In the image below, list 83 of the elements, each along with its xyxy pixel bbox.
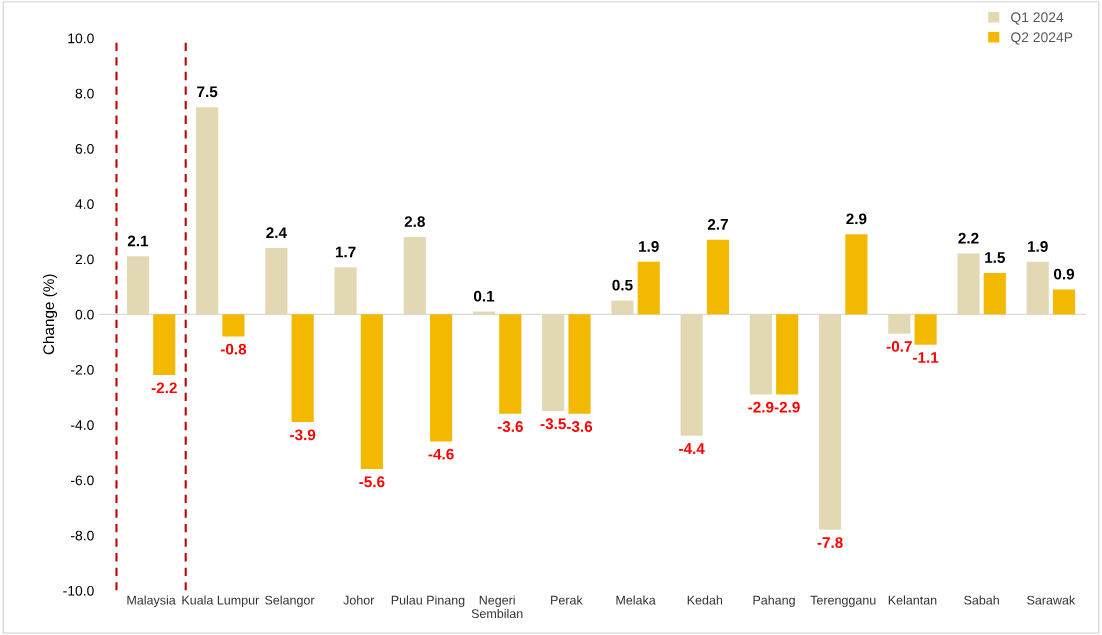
data-label: 7.5 <box>197 86 218 98</box>
x-tick-label: Sarawak <box>1027 595 1076 605</box>
y-tick-label: -10.0 <box>63 585 94 596</box>
bar <box>1026 261 1049 315</box>
data-label: -3.9 <box>290 429 316 441</box>
data-label: -3.5 <box>540 418 566 430</box>
data-label: 2.9 <box>846 213 867 225</box>
bar <box>611 300 634 315</box>
x-tick-label: Melaka <box>616 595 656 605</box>
bar <box>568 314 591 414</box>
bar <box>499 314 522 414</box>
bar <box>126 256 150 315</box>
x-tick-label: Malaysia <box>127 595 176 608</box>
bar <box>776 314 799 395</box>
data-label: -3.6 <box>497 421 523 432</box>
x-tick-label: Negeri Sembilan <box>471 595 523 619</box>
data-label: -2.9 <box>774 401 800 413</box>
bar <box>706 239 730 315</box>
bar <box>360 314 383 470</box>
data-label: -0.8 <box>220 343 247 355</box>
bar <box>222 314 245 337</box>
legend-label: Q2 2024P <box>1011 32 1073 45</box>
y-tick-label: 10.0 <box>68 33 94 44</box>
y-tick-label: 8.0 <box>75 88 94 99</box>
bar <box>403 236 426 315</box>
bar <box>914 314 937 345</box>
data-label: -2.2 <box>151 382 177 394</box>
bar <box>1052 289 1076 315</box>
bar <box>680 314 703 436</box>
data-label: 2.1 <box>127 235 149 247</box>
bar <box>265 248 288 315</box>
x-tick-label: Sabah <box>964 595 999 605</box>
x-tick-label: Johor <box>343 595 375 605</box>
y-tick-label: -4.0 <box>71 420 94 430</box>
x-tick-label: Pulau Pinang <box>391 595 465 608</box>
data-label: 0.1 <box>473 290 495 302</box>
data-label: -0.7 <box>886 341 912 352</box>
x-tick-label: Kuala Lumpur <box>182 595 260 608</box>
y-tick-label: 6.0 <box>75 143 94 154</box>
data-label: 2.7 <box>707 218 728 230</box>
data-label: -4.6 <box>428 448 454 460</box>
y-tick-label: 0.0 <box>75 309 94 320</box>
data-label: 2.4 <box>266 227 287 238</box>
bar <box>291 314 314 423</box>
data-label: 0.5 <box>612 279 633 291</box>
bar <box>153 314 176 376</box>
data-label: -5.6 <box>359 476 385 488</box>
y-tick-label: -8.0 <box>71 530 94 541</box>
legend-label: Q1 2024 <box>1011 12 1064 25</box>
x-tick-label: Kelantan <box>888 595 937 605</box>
bar <box>983 272 1006 315</box>
bar <box>819 314 842 530</box>
x-tick-label: Perak <box>551 595 583 605</box>
x-tick-label: Pahang <box>753 595 795 608</box>
data-label: -3.6 <box>566 421 593 432</box>
bar <box>888 314 911 334</box>
data-label: 0.9 <box>1054 268 1075 280</box>
bar <box>957 253 980 315</box>
bar <box>845 234 868 315</box>
bar <box>334 267 357 315</box>
data-label: -1.1 <box>913 352 939 363</box>
data-label: 1.9 <box>639 241 659 252</box>
y-tick-label: -6.0 <box>71 475 94 486</box>
y-tick-label: 4.0 <box>75 199 94 209</box>
x-tick-label: Selangor <box>265 595 315 608</box>
x-tick-label: Kedah <box>687 595 723 605</box>
bar <box>749 314 772 395</box>
data-label: 1.7 <box>335 246 356 258</box>
bar <box>430 314 453 442</box>
data-label: -2.9 <box>748 401 774 413</box>
x-tick-label: Terengganu <box>810 595 876 608</box>
data-label: -4.4 <box>679 443 705 454</box>
bar <box>196 107 219 315</box>
data-label: 1.5 <box>985 252 1005 263</box>
bar <box>542 314 565 411</box>
y-tick-label: 2.0 <box>75 254 94 265</box>
bar <box>637 261 660 315</box>
y-axis-title: Change (%) <box>42 274 58 355</box>
y-tick-label: -2.0 <box>71 364 94 375</box>
data-label: -7.8 <box>817 537 843 548</box>
data-label: 2.2 <box>958 232 979 244</box>
data-label: 1.9 <box>1028 241 1048 252</box>
data-label: 2.8 <box>404 216 425 228</box>
